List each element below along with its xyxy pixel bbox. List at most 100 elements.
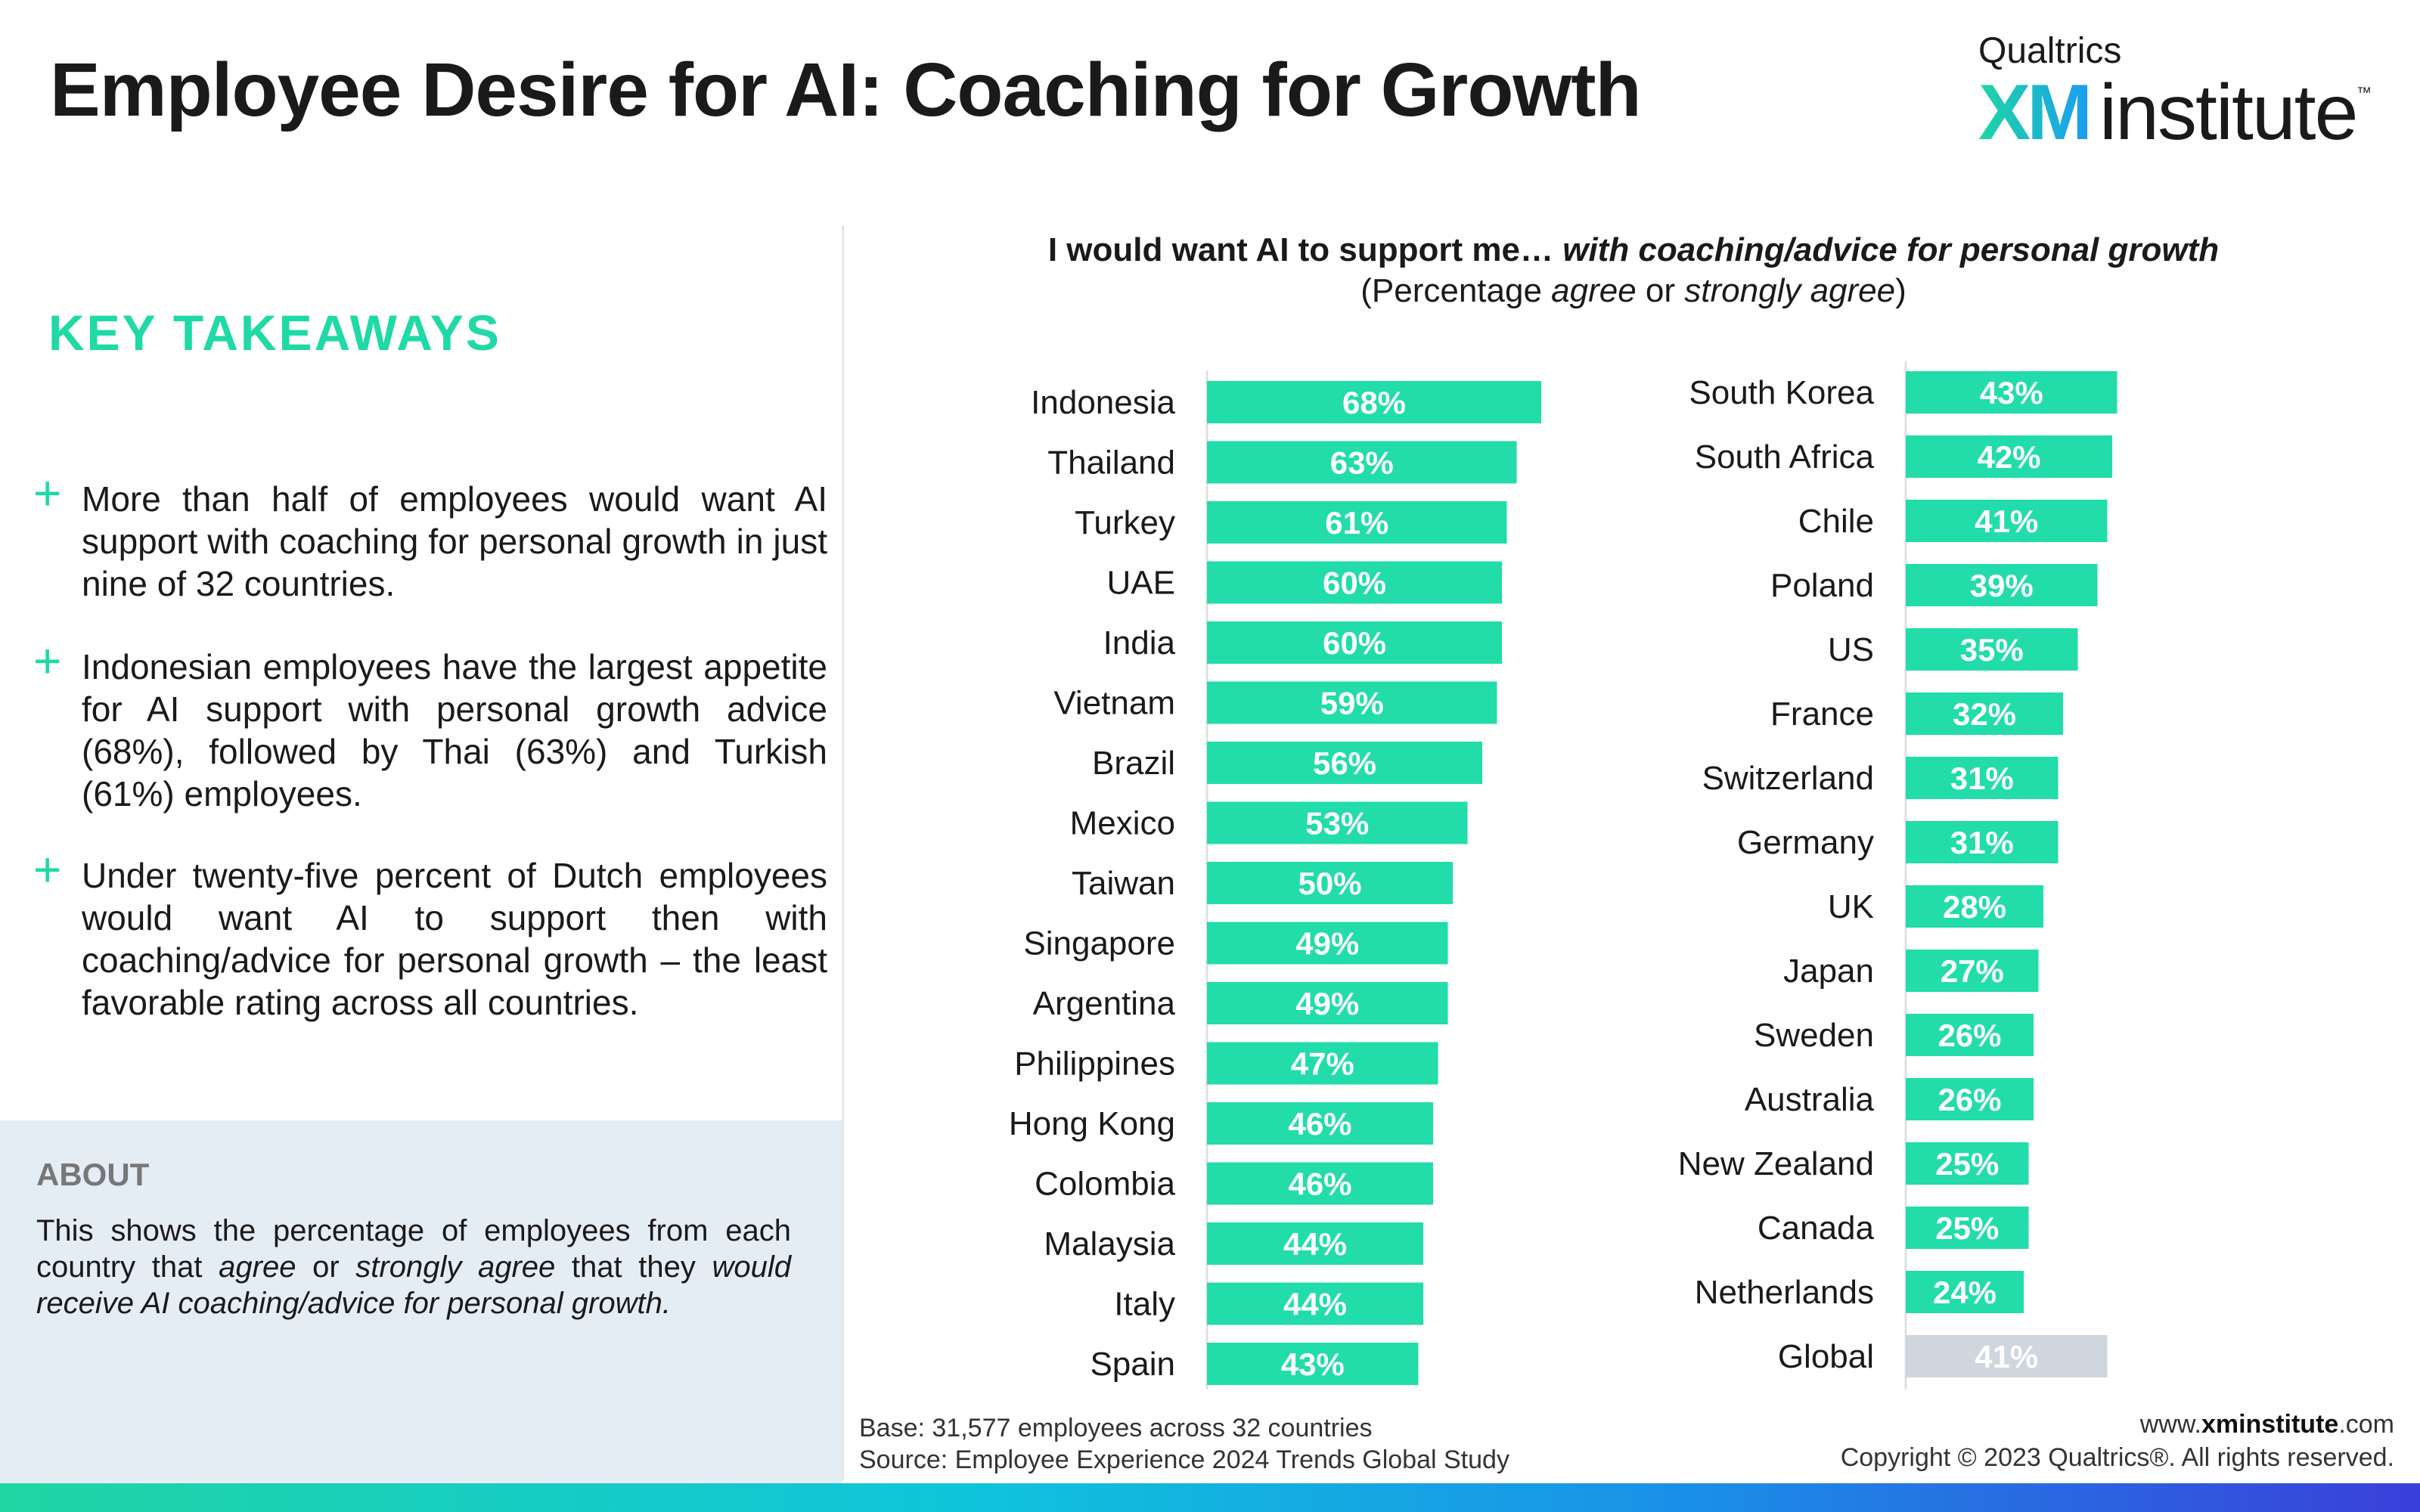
bar xyxy=(1906,950,2039,992)
category-label: Spain xyxy=(1090,1346,1175,1383)
data-label: 61% xyxy=(1325,505,1388,541)
key-takeaways-heading: KEY TAKEAWAYS xyxy=(48,305,501,361)
data-label: 46% xyxy=(1288,1167,1351,1202)
category-label: Colombia xyxy=(1035,1166,1175,1203)
plus-icon: + xyxy=(33,634,62,688)
category-label: Global xyxy=(1778,1338,1874,1375)
footer-copyright: www.xminstitute.com Copyright © 2023 Qua… xyxy=(1841,1408,2394,1474)
data-label: 41% xyxy=(1975,1339,2038,1374)
footer-source: Base: 31,577 employees across 32 countri… xyxy=(859,1412,1509,1476)
data-label: 27% xyxy=(1941,953,2004,989)
category-label: UK xyxy=(1828,888,1874,925)
data-label: 59% xyxy=(1320,686,1384,721)
bar xyxy=(1207,922,1448,965)
bar xyxy=(1207,381,1541,423)
data-label: 41% xyxy=(1975,503,2038,539)
bar xyxy=(1207,681,1497,724)
category-label: Chile xyxy=(1798,503,1874,540)
data-label: 42% xyxy=(1977,439,2040,475)
data-label: 53% xyxy=(1305,806,1369,841)
bar xyxy=(1207,441,1517,484)
bar xyxy=(1207,742,1482,784)
data-label: 25% xyxy=(1935,1146,1999,1182)
category-label: Italy xyxy=(1114,1286,1175,1323)
category-label: Thailand xyxy=(1047,445,1175,482)
footer-source-line: Source: Employee Experience 2024 Trends … xyxy=(859,1445,1509,1474)
chart-title: I would want AI to support me… with coac… xyxy=(1047,231,2220,268)
bar xyxy=(1906,821,2059,863)
category-label: Germany xyxy=(1737,824,1874,861)
logo-institute: institute xyxy=(2099,69,2358,156)
category-label: Singapore xyxy=(1023,925,1175,962)
bar xyxy=(1207,1343,1419,1385)
data-label: 56% xyxy=(1313,745,1376,781)
category-label: India xyxy=(1103,624,1176,662)
category-label: Brazil xyxy=(1092,745,1175,782)
panel-divider xyxy=(842,225,844,1480)
bar xyxy=(1906,692,2063,735)
data-label: 68% xyxy=(1342,385,1406,420)
data-label: 44% xyxy=(1283,1226,1347,1262)
bar xyxy=(1906,757,2059,799)
about-heading: ABOUT xyxy=(36,1157,150,1192)
category-label: Hong Kong xyxy=(1009,1105,1175,1142)
bar xyxy=(1207,501,1507,544)
logo-qualtrics: Qualtrics xyxy=(1978,31,2122,71)
bar xyxy=(1906,628,2078,671)
bar xyxy=(1906,564,2098,606)
about-text: This shows the percentage of employees f… xyxy=(36,1214,791,1320)
footer-copyright-line: Copyright © 2023 Qualtrics®. All rights … xyxy=(1840,1443,2394,1472)
data-label: 39% xyxy=(1970,568,2034,603)
bar xyxy=(1207,1042,1438,1085)
bar xyxy=(1207,1222,1423,1265)
bottom-gradient-bar xyxy=(0,1483,2420,1512)
bar xyxy=(1906,371,2118,414)
data-label: 50% xyxy=(1298,866,1361,901)
logo-trademark: ™ xyxy=(2356,85,2372,101)
category-label: Turkey xyxy=(1075,504,1175,541)
bar xyxy=(1207,862,1453,904)
category-label: Australia xyxy=(1745,1081,1875,1118)
data-label: 35% xyxy=(1960,632,2024,668)
data-label: 31% xyxy=(1950,761,2014,796)
data-label: 26% xyxy=(1938,1082,2001,1117)
category-label: Canada xyxy=(1758,1210,1875,1247)
data-label: 60% xyxy=(1323,625,1386,661)
chart-subtitle: (Percentage agree or strongly agree) xyxy=(1360,272,1907,309)
category-label: Japan xyxy=(1783,953,1874,990)
bar xyxy=(1906,1142,2029,1185)
bar xyxy=(1207,561,1502,604)
data-label: 49% xyxy=(1295,986,1359,1021)
category-label: Poland xyxy=(1770,567,1874,604)
data-label: 32% xyxy=(1953,696,2016,732)
data-label: 25% xyxy=(1935,1210,1999,1246)
bar xyxy=(1906,1014,2034,1056)
data-label: 31% xyxy=(1950,825,2014,860)
footer-base: Base: 31,577 employees across 32 countri… xyxy=(859,1414,1373,1442)
category-label: Netherlands xyxy=(1695,1274,1874,1311)
category-label: Switzerland xyxy=(1702,760,1874,797)
takeaway-text: Under twenty-five percent of Dutch emplo… xyxy=(82,856,827,1022)
logo-xm: XM xyxy=(1978,69,2093,156)
data-label: 26% xyxy=(1938,1018,2001,1053)
category-label: South Africa xyxy=(1695,438,1875,476)
category-label: UAE xyxy=(1107,565,1175,602)
category-label: Sweden xyxy=(1754,1017,1874,1054)
category-label: Mexico xyxy=(1070,805,1175,842)
bar xyxy=(1207,1282,1423,1325)
bar xyxy=(1906,1271,2024,1313)
data-label: 44% xyxy=(1283,1287,1347,1322)
data-label: 43% xyxy=(1980,375,2043,411)
bar xyxy=(1906,500,2108,542)
footer-website[interactable]: www.xminstitute.com xyxy=(2139,1410,2394,1439)
bar xyxy=(1906,1207,2029,1249)
bar xyxy=(1906,885,2043,928)
bar xyxy=(1906,1335,2108,1377)
category-label: Indonesia xyxy=(1031,384,1175,421)
bar xyxy=(1207,982,1448,1024)
page-title: Employee Desire for AI: Coaching for Gro… xyxy=(50,48,1642,132)
takeaway-text: Indonesian employees have the largest ap… xyxy=(82,647,827,813)
category-label: Argentina xyxy=(1033,985,1176,1022)
bar xyxy=(1207,621,1502,664)
